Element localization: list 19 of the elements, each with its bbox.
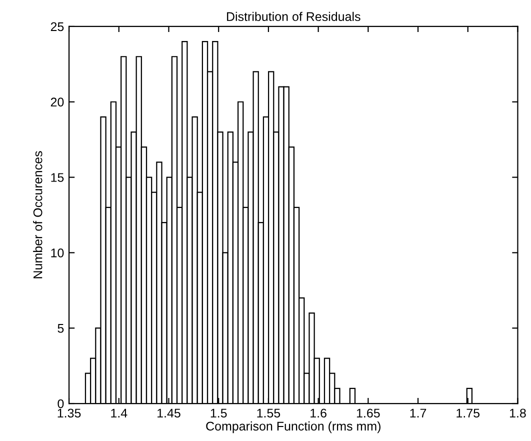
y-tick-label: 5	[58, 324, 64, 333]
y-tick-label: 10	[51, 248, 64, 258]
x-tick-label: 1.75	[456, 408, 480, 418]
x-tick-label: 1.5	[210, 408, 227, 418]
x-tick-label: 1.45	[158, 408, 180, 418]
x-tick-label: 1.6	[310, 408, 326, 418]
y-tick-label: 0	[58, 399, 64, 408]
x-tick-label: 1.4	[111, 408, 128, 418]
y-tick-label: 15	[51, 173, 64, 182]
x-axis-title: Comparison Function (rms mm)	[206, 421, 380, 434]
x-tick-label: 1.8	[510, 408, 526, 418]
y-tick-label: 25	[50, 22, 64, 32]
x-tick-label: 1.65	[356, 408, 380, 418]
y-tick-label: 20	[50, 98, 64, 107]
chart-title: Distribution of Residuals	[227, 12, 360, 22]
x-tick-label: 1.7	[410, 408, 426, 418]
x-tick-label: 1.55	[257, 408, 280, 418]
x-tick-label: 1.35	[58, 408, 81, 418]
y-axis-title: Number of Occurences	[33, 151, 42, 278]
